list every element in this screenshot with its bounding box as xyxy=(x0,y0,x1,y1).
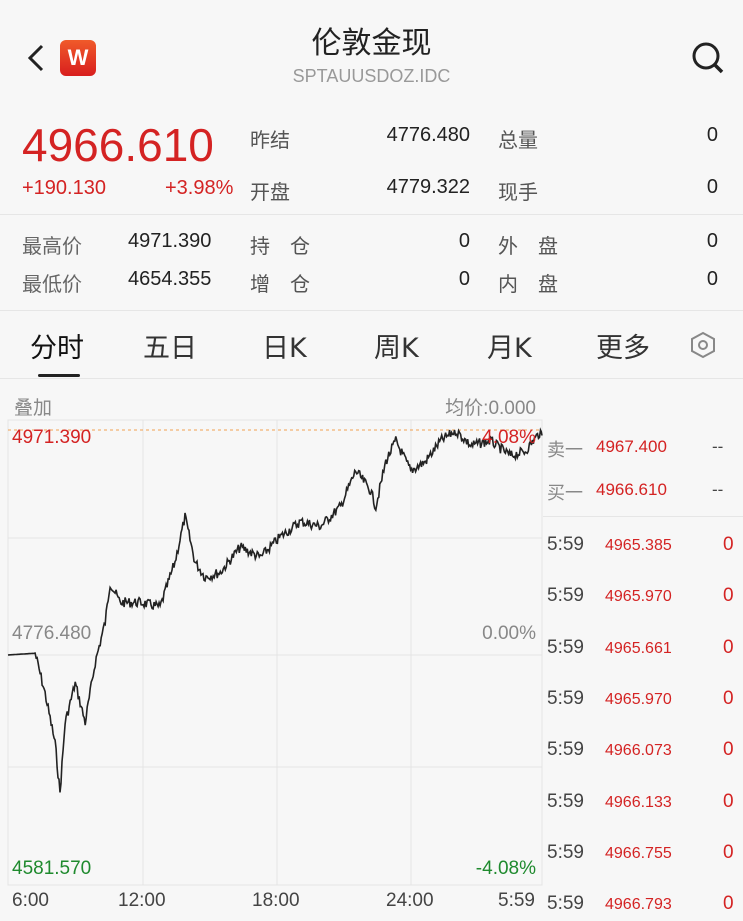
trade-row: 5:59 4965.970 0 xyxy=(547,585,737,609)
pct-label-top: 4.08% xyxy=(482,427,536,448)
trade-time: 5:59 xyxy=(547,790,584,812)
x-tick: 5:59 xyxy=(498,890,535,911)
high-label: 最高价 xyxy=(22,234,82,258)
tab-monthly-k[interactable]: 月K xyxy=(487,333,532,364)
oi-chg: 0 xyxy=(458,268,470,290)
app-logo: W xyxy=(60,40,96,76)
prev-close-label: 昨结 xyxy=(250,128,290,152)
ask-price: 4967.400 xyxy=(596,437,667,456)
trade-row: 5:59 4965.661 0 xyxy=(547,637,737,661)
trade-price: 4965.661 xyxy=(605,639,672,657)
trade-volume: 0 xyxy=(723,893,734,915)
avg-price: 均价:0.000 xyxy=(445,398,536,419)
trade-volume: 0 xyxy=(723,585,734,607)
chevron-left-icon xyxy=(27,44,44,72)
trade-row: 5:59 4966.793 0 xyxy=(547,893,737,917)
y-label-mid: 4776.480 xyxy=(12,623,92,644)
back-button[interactable] xyxy=(22,40,50,76)
x-tick: 12:00 xyxy=(118,890,166,911)
outer-label: 外 盘 xyxy=(498,234,558,258)
trade-row: 5:59 4966.133 0 xyxy=(547,791,737,815)
oi: 0 xyxy=(458,230,470,252)
inner-label: 内 盘 xyxy=(498,272,558,296)
high: 4971.390 xyxy=(128,230,212,252)
trade-time: 5:59 xyxy=(547,636,584,658)
trade-volume: 0 xyxy=(723,636,734,658)
search-icon xyxy=(692,42,724,74)
x-tick: 6:00 xyxy=(12,890,49,911)
trade-time: 5:59 xyxy=(547,739,584,761)
tab-intraday[interactable]: 分时 xyxy=(30,333,84,364)
oi-chg-label: 增 仓 xyxy=(250,272,310,296)
tab-weekly-k[interactable]: 周K xyxy=(374,333,419,364)
divider xyxy=(543,516,743,517)
trade-price: 4965.970 xyxy=(605,588,672,606)
tab-five-day[interactable]: 五日 xyxy=(143,333,197,364)
trade-volume: 0 xyxy=(723,687,734,709)
trade-volume: 0 xyxy=(723,790,734,812)
y-label-top: 4971.390 xyxy=(12,427,92,448)
trade-time: 5:59 xyxy=(547,841,584,863)
symbol-code: SPTAUUSDOZ.IDC xyxy=(292,66,451,86)
trade-row: 5:59 4966.073 0 xyxy=(547,739,737,763)
overlay-button[interactable]: 叠加 xyxy=(14,397,53,419)
trade-volume: 0 xyxy=(723,841,734,863)
tab-more[interactable]: 更多 xyxy=(596,333,650,364)
search-button[interactable] xyxy=(690,40,726,80)
divider xyxy=(0,378,743,379)
outer: 0 xyxy=(706,230,718,252)
total-vol-label: 总量 xyxy=(498,128,538,152)
trade-row: 5:59 4966.755 0 xyxy=(547,842,737,866)
bid-vol: -- xyxy=(712,480,724,499)
total-vol: 0 xyxy=(706,124,718,146)
trade-time: 5:59 xyxy=(547,534,584,555)
x-tick: 24:00 xyxy=(386,890,434,911)
prev-close: 4776.480 xyxy=(386,124,470,146)
low-label: 最低价 xyxy=(22,272,82,296)
trade-time: 5:59 xyxy=(547,585,584,607)
chart-frame xyxy=(7,419,543,886)
ask-label: 卖一 xyxy=(547,440,583,461)
settings-button[interactable] xyxy=(688,330,718,364)
last-price: 4966.610 xyxy=(22,119,214,171)
trade-price: 4966.133 xyxy=(605,793,672,811)
bid-label: 买一 xyxy=(547,483,583,504)
price-change: +190.130 xyxy=(22,177,106,199)
trade-volume: 0 xyxy=(723,739,734,761)
trade-time: 5:59 xyxy=(547,687,584,709)
price-line xyxy=(7,427,543,793)
inner: 0 xyxy=(706,268,718,290)
oi-label: 持 仓 xyxy=(250,234,310,258)
bid-price: 4966.610 xyxy=(596,480,667,499)
x-tick: 18:00 xyxy=(252,890,300,911)
hexagon-settings-icon xyxy=(691,331,715,359)
trade-price: 4966.755 xyxy=(605,844,672,862)
open: 4779.322 xyxy=(386,176,470,198)
trade-price: 4965.385 xyxy=(605,537,672,554)
low: 4654.355 xyxy=(128,268,212,290)
tab-daily-k[interactable]: 日K xyxy=(262,333,307,364)
trade-time: 5:59 xyxy=(547,893,584,915)
trade-price: 4966.793 xyxy=(605,896,672,914)
pct-label-mid: 0.00% xyxy=(482,623,536,644)
trade-price: 4965.970 xyxy=(605,690,672,708)
price-change-pct: +3.98% xyxy=(165,177,234,199)
page-title: 伦敦金现 xyxy=(311,26,432,61)
cur-vol-label: 现手 xyxy=(498,180,538,204)
divider xyxy=(0,214,743,215)
cur-vol: 0 xyxy=(706,176,718,198)
y-label-bottom: 4581.570 xyxy=(12,858,92,879)
divider xyxy=(0,310,743,311)
open-label: 开盘 xyxy=(250,180,290,204)
pct-label-bottom: -4.08% xyxy=(475,858,536,879)
active-tab-indicator xyxy=(38,374,80,377)
trade-row: 5:59 4965.385 0 xyxy=(547,534,737,558)
trade-volume: 0 xyxy=(723,534,734,555)
ask-vol: -- xyxy=(712,437,724,456)
trade-row: 5:59 4965.970 0 xyxy=(547,688,737,712)
trade-price: 4966.073 xyxy=(605,742,672,760)
